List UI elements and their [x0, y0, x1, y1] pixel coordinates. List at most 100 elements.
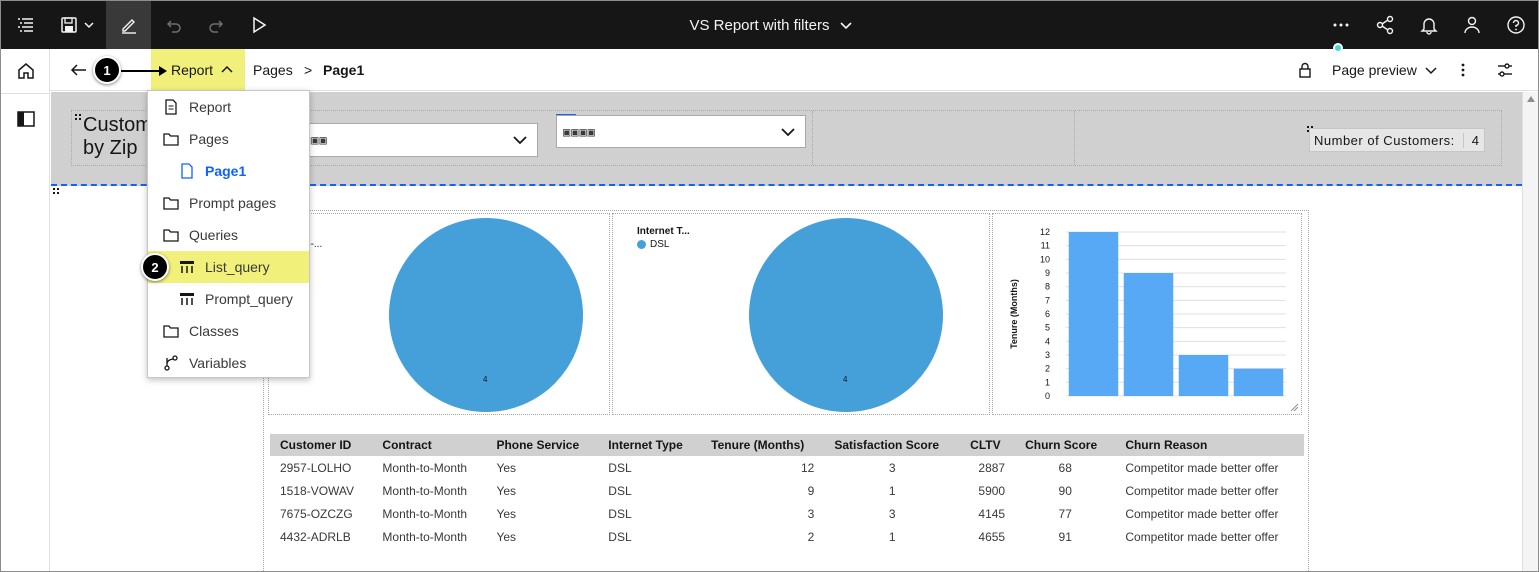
save-menu-button[interactable] — [53, 1, 101, 49]
legend-dot-icon — [637, 240, 646, 249]
edit-button[interactable] — [106, 1, 151, 49]
table-row[interactable]: 1518-VOWAV Month-to-Month Yes DSL 9 1 5900 90 Co… — [270, 479, 1304, 502]
drag-handle-icon[interactable] — [53, 188, 59, 194]
menu-item-label: Queries — [189, 227, 239, 243]
table-cell: 3 — [888, 506, 896, 521]
menu-item-pages[interactable]: Pages — [148, 123, 309, 155]
drag-handle-icon[interactable] — [75, 114, 81, 120]
chevron-down-icon — [781, 127, 795, 136]
overflow-icon — [1333, 23, 1349, 27]
table-cell: 7675-OZCZG — [280, 506, 353, 521]
customer-list-table: Customer ID Contract Phone Service Internet… — [270, 434, 1304, 548]
query-icon — [179, 291, 195, 307]
menu-item-page1[interactable]: Page1 — [148, 155, 309, 187]
lock-button[interactable] — [1290, 49, 1320, 91]
bar[interactable] — [1123, 273, 1174, 396]
menu-item-prompt-query[interactable]: Prompt_query — [148, 283, 309, 315]
hamburger-menu-icon[interactable] — [11, 1, 41, 49]
bar-chart-tenure[interactable]: 0 1 2 3 4 5 6 7 8 9 10 11 12 Tenure (Months) — [992, 213, 1302, 415]
table-cell: 77 — [1058, 506, 1072, 521]
vertical-scrollbar[interactable] — [1522, 92, 1538, 571]
menu-item-queries[interactable]: Queries — [148, 219, 309, 251]
save-icon — [61, 17, 77, 33]
page-preview-menu[interactable]: Page preview — [1332, 49, 1437, 91]
table-cell: Competitor made better offer — [1125, 483, 1279, 498]
filter-2-value: ▣▣▣▣ — [563, 124, 596, 139]
report-outline-menu: Report Pages Page1 Prompt pages Queries … — [147, 90, 310, 378]
chevron-down-icon — [839, 22, 852, 30]
table-cell: Month-to-Month — [382, 506, 468, 521]
y-tick-label: 11 — [1041, 241, 1050, 251]
pie-chart-internet-type[interactable]: Internet T... DSL 4 — [612, 213, 990, 415]
column-header[interactable]: Internet Type — [598, 434, 702, 456]
column-header[interactable]: Phone Service — [486, 434, 599, 456]
bar[interactable] — [1068, 232, 1119, 396]
menu-item-classes[interactable]: Classes — [148, 315, 309, 347]
chevron-down-icon — [513, 136, 527, 145]
table-cell: Competitor made better offer — [1125, 460, 1279, 475]
y-tick-label: 2 — [1045, 364, 1050, 374]
number-of-customers-value: 4 — [1462, 132, 1480, 148]
home-button[interactable] — [1, 49, 50, 93]
menu-item-label: Classes — [189, 323, 239, 339]
share-button[interactable] — [1370, 1, 1400, 49]
pie2-legend-label: DSL — [650, 239, 670, 250]
breadcrumb-pages[interactable]: Pages — [253, 62, 293, 78]
overflow-menu-button[interactable] — [1326, 1, 1356, 49]
table-cell: 1 — [888, 529, 896, 544]
breadcrumb-report[interactable]: Report — [151, 49, 246, 91]
pie1-slice-label: 4 — [483, 375, 488, 384]
breadcrumb-separator: > — [304, 62, 313, 78]
column-header[interactable]: Customer ID — [270, 434, 373, 456]
table-cell: Month-to-Month — [382, 483, 468, 498]
menu-item-report[interactable]: Report — [148, 91, 309, 123]
column-header[interactable]: CLTV — [960, 434, 1016, 456]
table-row[interactable]: 2957-LOLHO Month-to-Month Yes DSL 12 3 2887 68 C… — [270, 456, 1304, 479]
side-panel-icon — [16, 111, 35, 127]
table-cell: 91 — [1058, 529, 1072, 544]
arrow-left-icon — [70, 64, 86, 76]
chevron-down-icon — [84, 22, 94, 29]
user-button[interactable] — [1457, 1, 1487, 49]
column-header[interactable]: Satisfaction Score — [824, 434, 961, 456]
bar[interactable] — [1178, 355, 1229, 396]
y-tick-label: 12 — [1040, 227, 1050, 237]
bar[interactable] — [1233, 368, 1284, 396]
y-tick-label: 8 — [1045, 282, 1050, 292]
menu-item-label: List_query — [205, 259, 270, 275]
table-cell: 68 — [1058, 460, 1072, 475]
undo-button[interactable] — [159, 1, 189, 49]
resize-handle-icon[interactable] — [1289, 402, 1299, 412]
pie2-svg: 4 — [749, 218, 943, 412]
run-button[interactable] — [244, 1, 274, 49]
help-button[interactable] — [1501, 1, 1531, 49]
rail-divider — [1, 93, 50, 94]
panel-toggle-button[interactable] — [1, 97, 50, 141]
menu-item-prompt-pages[interactable]: Prompt pages — [148, 187, 309, 219]
pie-chart-contract[interactable]: ract nth-to-... 4 — [268, 213, 610, 415]
drag-handle-icon[interactable] — [1307, 126, 1313, 132]
table-row[interactable]: 4432-ADRLB Month-to-Month Yes DSL 2 1 4655 91 Co… — [270, 525, 1304, 548]
scroll-up-icon[interactable] — [1527, 96, 1535, 102]
more-options-button[interactable] — [1448, 49, 1478, 91]
column-header[interactable]: Tenure (Months) — [701, 434, 825, 456]
back-button[interactable] — [64, 49, 94, 91]
properties-button[interactable] — [1490, 49, 1520, 91]
table-row[interactable]: 7675-OZCZG Month-to-Month Yes DSL 3 3 4145 77 Co… — [270, 502, 1304, 525]
column-header[interactable]: Churn Reason — [1115, 434, 1304, 456]
redo-button[interactable] — [201, 1, 231, 49]
table-cell: 5900 — [978, 483, 1006, 498]
breadcrumb-current-page: Page1 — [323, 62, 365, 78]
column-header[interactable]: Contract — [372, 434, 487, 456]
menu-item-list-query[interactable]: List_query — [148, 251, 309, 283]
top-bar: VS Report with filters — [1, 1, 1538, 49]
filter-dropdown-2[interactable]: ▣▣▣▣ — [556, 115, 806, 148]
run-icon — [253, 16, 267, 34]
notifications-button[interactable] — [1414, 1, 1444, 49]
report-title-menu[interactable]: VS Report with filters — [689, 17, 852, 34]
menu-item-variables[interactable]: Variables — [148, 347, 309, 379]
column-header[interactable]: Churn Score — [1015, 434, 1116, 456]
pie2-legend-item: DSL — [637, 239, 669, 250]
chevron-up-icon — [221, 65, 233, 73]
home-icon — [17, 63, 34, 79]
